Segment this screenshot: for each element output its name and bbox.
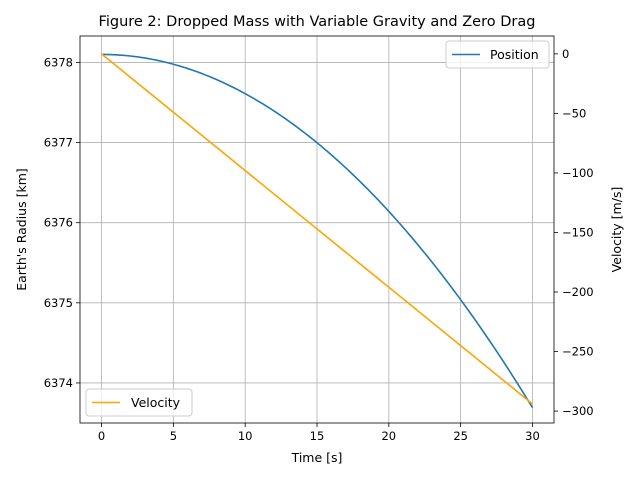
series-velocity-line	[101, 53, 533, 405]
x-axis: 0 5 10 15 20 25 30	[98, 423, 540, 443]
right-y-tick-label: 0	[562, 47, 569, 61]
left-y-tick-label: 6376	[44, 216, 73, 230]
left-y-tick-label: 6377	[44, 136, 73, 150]
x-tick-label: 5	[170, 429, 177, 443]
right-y-tick-label: −150	[562, 225, 594, 239]
right-y-tick-label: −250	[562, 345, 594, 359]
series-position-line	[101, 53, 534, 409]
series-layer	[101, 53, 534, 409]
x-tick-label: 30	[525, 429, 540, 443]
chart-title: Figure 2: Dropped Mass with Variable Gra…	[99, 14, 536, 30]
legend-velocity-label: Velocity	[131, 395, 181, 410]
left-y-tick-label: 6374	[44, 376, 73, 390]
left-y-axis: 6374 6375 6376 6377 6378	[44, 55, 80, 390]
left-y-axis-label: Earth's Radius [km]	[14, 168, 29, 291]
right-y-axis: 0 −50 −100 −150 −200 −250 −300	[554, 47, 594, 418]
left-y-tick-label: 6375	[44, 296, 73, 310]
right-y-tick-label: −300	[562, 404, 594, 418]
x-tick-label: 0	[98, 429, 105, 443]
x-tick-label: 10	[238, 429, 253, 443]
legend-velocity-box	[85, 388, 193, 417]
x-tick-label: 25	[453, 429, 468, 443]
right-y-tick-label: −100	[562, 166, 594, 180]
x-tick-label: 15	[310, 429, 325, 443]
left-y-tick-label: 6378	[44, 55, 73, 69]
right-y-tick-label: −200	[562, 285, 594, 299]
legend-position-box	[445, 40, 550, 69]
legend-velocity: Velocity	[85, 388, 193, 417]
right-y-axis-label: Velocity [m/s]	[609, 187, 624, 273]
right-y-tick-label: −50	[562, 106, 586, 120]
x-axis-label: Time [s]	[291, 450, 343, 465]
legend-position-label: Position	[490, 47, 539, 62]
x-tick-label: 20	[381, 429, 396, 443]
legend-position: Position	[445, 40, 550, 69]
